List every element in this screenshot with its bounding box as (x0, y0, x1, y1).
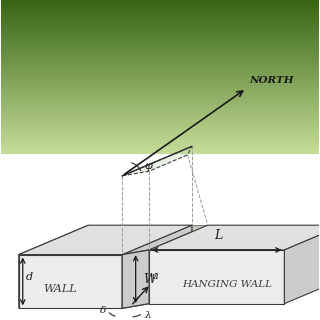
Text: L: L (215, 229, 223, 242)
Polygon shape (122, 250, 149, 308)
Bar (1, 25, 319, 28)
Bar (1, 139, 319, 142)
Text: HANGING WALL: HANGING WALL (182, 280, 272, 289)
Bar (1, 120, 319, 123)
Bar (1, 31, 319, 34)
Bar (1, 136, 319, 139)
Bar (1, 154, 319, 318)
Bar (1, 3, 319, 6)
Bar (1, 15, 319, 19)
Bar (1, 12, 319, 15)
Polygon shape (19, 225, 192, 255)
Bar (1, 142, 319, 145)
Text: δ: δ (100, 306, 107, 315)
Bar (1, 89, 319, 92)
Bar (1, 65, 319, 68)
Bar (1, 19, 319, 21)
Bar (1, 96, 319, 99)
Bar (1, 52, 319, 55)
Bar (1, 80, 319, 83)
Bar (1, 62, 319, 65)
Bar (1, 37, 319, 40)
Bar (1, 111, 319, 114)
Bar (1, 148, 319, 151)
Polygon shape (19, 225, 88, 308)
Bar (1, 86, 319, 89)
Polygon shape (122, 147, 192, 176)
Polygon shape (149, 225, 320, 250)
Text: φ: φ (144, 161, 152, 171)
Bar (1, 145, 319, 148)
Bar (1, 99, 319, 102)
Polygon shape (149, 250, 284, 304)
Bar (1, 59, 319, 62)
Text: λ: λ (145, 311, 151, 320)
Bar (1, 114, 319, 117)
Text: NORTH: NORTH (250, 76, 294, 85)
Bar (1, 9, 319, 12)
Polygon shape (149, 225, 208, 304)
Polygon shape (284, 225, 320, 304)
Bar (1, 151, 319, 154)
Polygon shape (122, 225, 192, 308)
Polygon shape (122, 250, 149, 308)
Bar (1, 105, 319, 108)
Polygon shape (192, 225, 208, 279)
Polygon shape (19, 255, 122, 308)
Bar (1, 74, 319, 77)
Bar (1, 83, 319, 86)
Bar (1, 49, 319, 52)
Text: u: u (152, 272, 158, 281)
Bar (1, 46, 319, 49)
Bar (1, 0, 319, 3)
Bar (1, 123, 319, 126)
Bar (1, 92, 319, 96)
Bar (1, 55, 319, 59)
Bar (1, 77, 319, 80)
Bar (1, 68, 319, 71)
Text: d: d (26, 273, 33, 283)
Text: WALL: WALL (44, 284, 77, 294)
Bar (1, 6, 319, 9)
Text: W: W (144, 273, 156, 286)
Bar (1, 71, 319, 74)
Bar (1, 126, 319, 130)
Bar (1, 132, 319, 136)
Bar (1, 43, 319, 46)
Bar (1, 28, 319, 31)
Bar (1, 108, 319, 111)
Bar (1, 21, 319, 25)
Bar (1, 130, 319, 132)
Bar (1, 34, 319, 37)
Bar (1, 117, 319, 120)
Bar (1, 40, 319, 43)
Bar (1, 102, 319, 105)
